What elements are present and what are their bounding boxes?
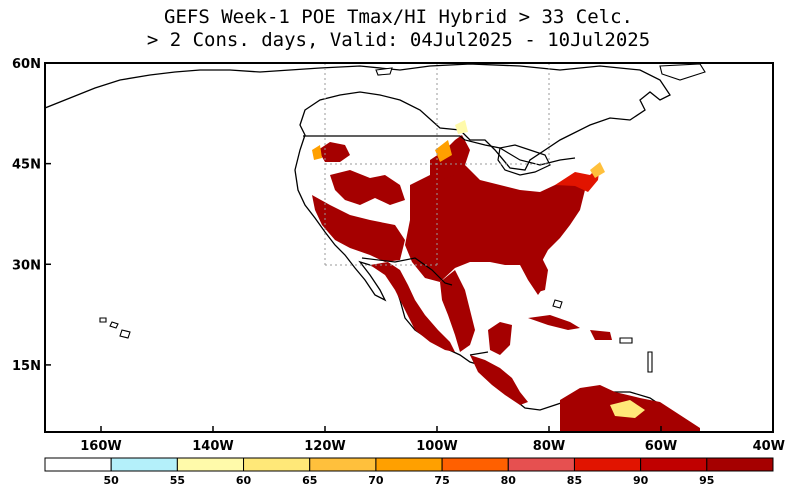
shade-conus-central (405, 160, 585, 295)
shade-fringe-minnesota (455, 120, 468, 134)
colorbar-swatch (309, 457, 377, 472)
great-lakes (497, 144, 551, 176)
puerto-rico (619, 337, 633, 344)
lon-tick-label: 140W (192, 439, 233, 454)
colorbar-swatch (706, 457, 774, 472)
map-title: GEFS Week-1 POE Tmax/HI Hybrid > 33 Celc… (0, 6, 797, 52)
colorbar-label: 80 (501, 474, 517, 487)
colorbar-swatch (640, 457, 708, 472)
latitude-axis: 60N 45N 30N 15N (12, 57, 51, 374)
colorbar-swatch (441, 457, 509, 472)
shade-yucatan (488, 322, 512, 355)
lon-tick-label: 160W (80, 439, 121, 454)
mexico-central-america-border (469, 351, 489, 356)
colorbar-label: 55 (170, 474, 185, 487)
map-layers (45, 63, 706, 432)
colorbar-swatch (507, 457, 575, 472)
shade-mexico-east (440, 270, 475, 352)
title-line-2: > 2 Cons. days, Valid: 04Jul2025 - 10Jul… (146, 29, 651, 51)
lat-tick-label: 60N (12, 57, 41, 72)
shade-west (312, 195, 405, 262)
map-frame (44, 62, 774, 433)
shade-northwest (318, 142, 350, 162)
colorbar-label: 95 (699, 474, 714, 487)
us-mexico-border (361, 257, 453, 286)
shade-central-america (470, 355, 528, 405)
shade-north-plains (430, 135, 470, 180)
lon-tick-label: 80W (533, 439, 565, 454)
hawaii-3 (119, 329, 131, 339)
shade-fringe-coast (590, 162, 605, 178)
shade-hispaniola (590, 330, 612, 340)
colorbar-label: 85 (567, 474, 582, 487)
colorbar-label: 90 (633, 474, 649, 487)
colorbar-swatch (44, 457, 112, 472)
title-line-1: GEFS Week-1 POE Tmax/HI Hybrid > 33 Celc… (164, 6, 633, 28)
lat-tick-label: 15N (12, 359, 41, 374)
lon-tick-label: 100W (416, 439, 457, 454)
greenland-tip (659, 63, 706, 81)
shade-fringe-nw (312, 145, 322, 160)
colorbar-label: 65 (302, 474, 317, 487)
colorbar-label: 50 (104, 474, 120, 487)
shade-fringe-great-lakes (435, 140, 452, 162)
colorbar: 50 55 60 65 70 75 80 85 90 95 (44, 457, 774, 487)
map-grid (324, 63, 550, 266)
borders (303, 135, 576, 356)
shade-cuba (528, 315, 580, 330)
colorbar-label: 70 (368, 474, 384, 487)
colorbar-swatch (176, 457, 245, 472)
islands (99, 63, 706, 373)
bahamas (552, 299, 563, 309)
colorbar-swatch (110, 457, 178, 472)
lesser-antilles (647, 351, 653, 373)
shade-fringe-sa (610, 400, 645, 418)
colorbar-swatch (573, 457, 642, 472)
shade-fringe-ne (555, 165, 600, 192)
longitude-axis: 160W 140W 120W 100W 80W 60W 40W (80, 426, 785, 454)
probability-shading (312, 120, 700, 432)
lat-tick-label: 30N (12, 258, 41, 273)
colorbar-swatch (243, 457, 311, 472)
colorbar-label: 60 (236, 474, 252, 487)
shade-mountain (330, 170, 405, 205)
colorbar-swatch (375, 457, 443, 472)
shade-florida (530, 258, 548, 292)
hawaii-2 (109, 321, 119, 329)
shade-mexico-west (370, 262, 455, 352)
lat-tick-label: 45N (12, 158, 41, 173)
lon-tick-label: 40W (753, 439, 785, 454)
hawaii-1 (99, 317, 107, 323)
lon-tick-label: 60W (645, 439, 677, 454)
colorbar-label: 75 (434, 474, 449, 487)
lon-tick-label: 120W (304, 439, 345, 454)
arctic-island (375, 67, 393, 76)
